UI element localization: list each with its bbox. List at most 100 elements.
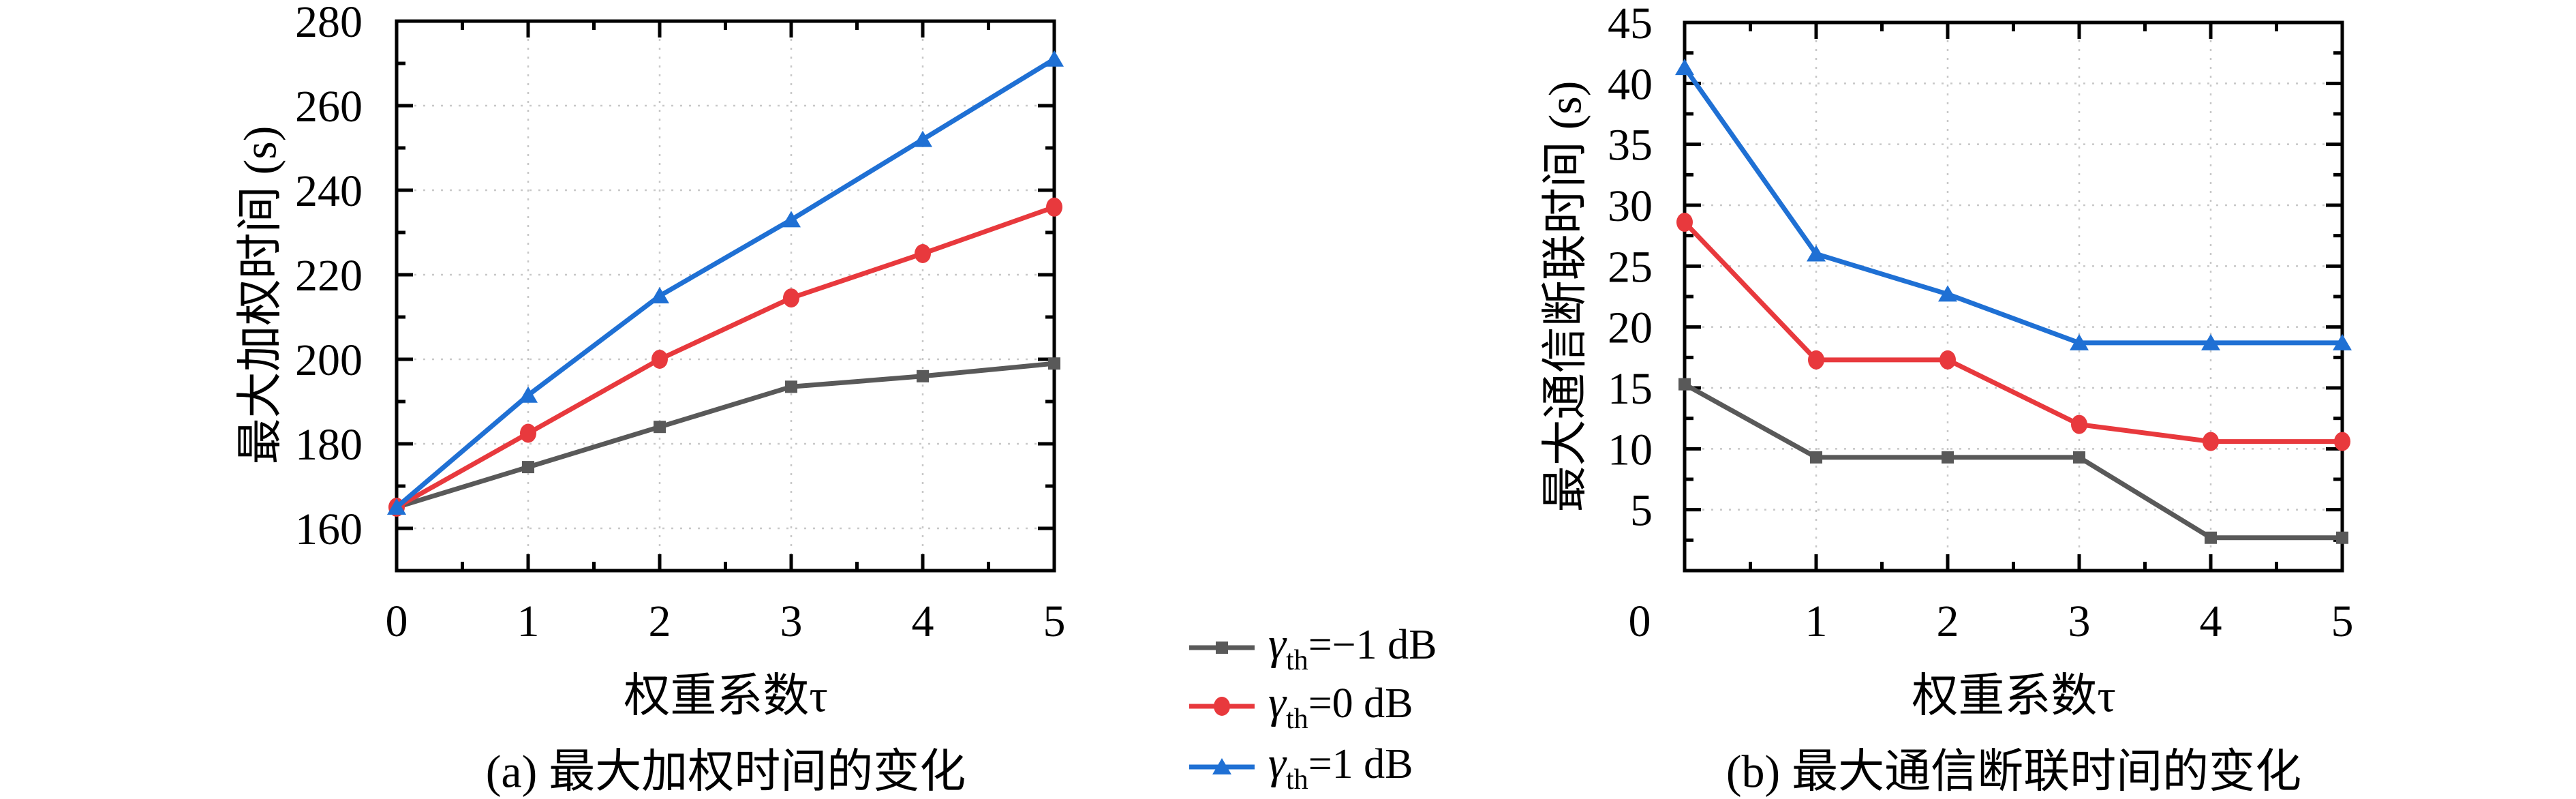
chart-b-ticks — [1683, 20, 2344, 571]
y-axis-tick-label: 5 — [1630, 486, 1653, 536]
legend-marker-glyph — [1189, 758, 1255, 774]
data-point-marker — [1807, 245, 1826, 262]
data-point-marker — [1675, 59, 1694, 76]
data-point-marker — [783, 288, 799, 308]
data-point-marker — [1048, 357, 1060, 370]
data-point-marker — [1810, 451, 1822, 464]
x-axis-tick-label: 3 — [780, 597, 803, 646]
legend-label-sub: th — [1286, 764, 1308, 796]
legend-marker — [1214, 697, 1230, 716]
data-point-marker — [2334, 432, 2350, 451]
legend-label-rest: =1 dB — [1308, 741, 1413, 787]
data-point-marker — [2203, 432, 2219, 451]
chart-a-ticks — [395, 19, 1056, 571]
legend-item: γth=0 dB — [1189, 676, 1413, 737]
legend-label-rest: =−1 dB — [1308, 622, 1437, 668]
legend-circle-marker-icon — [1189, 676, 1257, 737]
data-point-marker — [654, 421, 666, 434]
data-point-marker — [522, 461, 534, 474]
y-axis-tick-label: 30 — [1608, 181, 1653, 231]
series-line — [1682, 65, 2345, 346]
data-point-marker — [2201, 333, 2220, 350]
chart-a-series — [387, 50, 1064, 515]
data-point-marker — [1046, 197, 1062, 217]
data-point-marker — [651, 350, 668, 369]
legend-triangle-marker-icon — [1189, 736, 1257, 798]
chart-a-plot-border — [395, 19, 1056, 573]
legend-marker — [1216, 642, 1228, 654]
data-point-marker — [1678, 378, 1691, 391]
series-line — [1682, 220, 2345, 444]
y-axis-tick-label: 45 — [1608, 0, 1653, 48]
data-point-marker — [917, 370, 929, 382]
y-axis-tick-label: 180 — [295, 420, 363, 470]
legend-item: γth=−1 dB — [1189, 617, 1437, 678]
chart-a-tick-labels: 160 180 200 220 240 260 280 0 1 2 3 4 5 — [295, 0, 1066, 646]
chart-b-series — [1675, 59, 2352, 350]
data-point-marker — [1938, 285, 1957, 302]
chart-a-series — [388, 197, 1062, 517]
y-axis-tick-label: 15 — [1608, 364, 1653, 414]
x-axis-tick-label: 4 — [912, 597, 934, 646]
data-point-marker — [785, 380, 797, 393]
data-point-marker — [2205, 531, 2217, 544]
chart-b-y-axis-title: 最大通信断联时间 (s) — [1539, 80, 1591, 513]
legend-label-gamma: γ — [1268, 678, 1287, 727]
data-point-marker — [2336, 531, 2348, 544]
data-point-marker — [387, 498, 406, 515]
data-point-marker — [1942, 451, 1954, 464]
x-axis-tick-label: 3 — [2068, 597, 2091, 646]
data-point-marker — [2073, 451, 2085, 464]
chart-b-series — [1678, 378, 2348, 544]
y-axis-tick-label: 40 — [1608, 59, 1653, 109]
data-point-marker — [913, 130, 932, 147]
chart-a-caption: (a) 最大加权时间的变化 — [485, 745, 966, 798]
chart-a-x-axis-title: 权重系数τ — [624, 669, 828, 722]
data-point-marker — [519, 386, 538, 403]
x-axis-tick-label: 5 — [1043, 597, 1066, 646]
y-axis-tick-label: 260 — [295, 82, 363, 132]
legend-label-rest: =0 dB — [1308, 680, 1413, 727]
data-point-marker — [1808, 350, 1824, 370]
y-axis-tick-label: 25 — [1608, 242, 1653, 292]
data-point-marker — [1939, 350, 1956, 370]
series-line — [1682, 382, 2345, 541]
y-axis-tick-label: 240 — [295, 166, 363, 216]
legend-label-sub: th — [1286, 645, 1308, 676]
x-axis-tick-label: 0 — [1629, 597, 1651, 646]
chart-b-plot-border — [1683, 20, 2344, 573]
legend-item: γth=1 dB — [1189, 736, 1413, 798]
legend-label-gamma: γ — [1268, 738, 1287, 788]
legend-label-sub: th — [1286, 704, 1308, 735]
chart-b-series — [1676, 213, 2350, 451]
x-axis-tick-label: 0 — [386, 597, 408, 646]
legend-label: γth=0 dB — [1268, 677, 1413, 736]
chart-a: 160 180 200 220 240 260 280 0 1 2 3 4 5 — [295, 0, 1066, 646]
data-point-marker — [782, 211, 801, 228]
data-point-marker — [1676, 213, 1693, 232]
x-axis-tick-label: 5 — [2331, 597, 2354, 646]
chart-b-x-axis-title: 权重系数τ — [1912, 669, 2116, 722]
y-axis-tick-label: 160 — [295, 504, 363, 554]
data-point-marker — [1045, 50, 1064, 67]
x-axis-tick-label: 2 — [649, 597, 671, 646]
legend-label: γth=−1 dB — [1268, 618, 1437, 677]
chart-a-grid — [397, 21, 1054, 571]
legend-label-gamma: γ — [1268, 619, 1287, 669]
y-axis-tick-label: 10 — [1608, 425, 1653, 474]
y-axis-tick-label: 200 — [295, 335, 363, 385]
legend-label: γth=1 dB — [1268, 738, 1413, 796]
data-point-marker — [915, 244, 931, 263]
chart-a-series — [390, 357, 1060, 513]
x-axis-tick-label: 4 — [2200, 597, 2222, 646]
chart-b-grid — [1685, 22, 2342, 571]
data-point-marker — [650, 287, 669, 303]
data-point-marker — [2333, 333, 2352, 350]
legend-marker-glyph — [1189, 697, 1255, 716]
y-axis-tick-label: 280 — [295, 0, 363, 47]
x-axis-tick-label: 1 — [517, 597, 540, 646]
data-point-marker — [2070, 333, 2089, 350]
y-axis-tick-label: 20 — [1608, 303, 1653, 353]
